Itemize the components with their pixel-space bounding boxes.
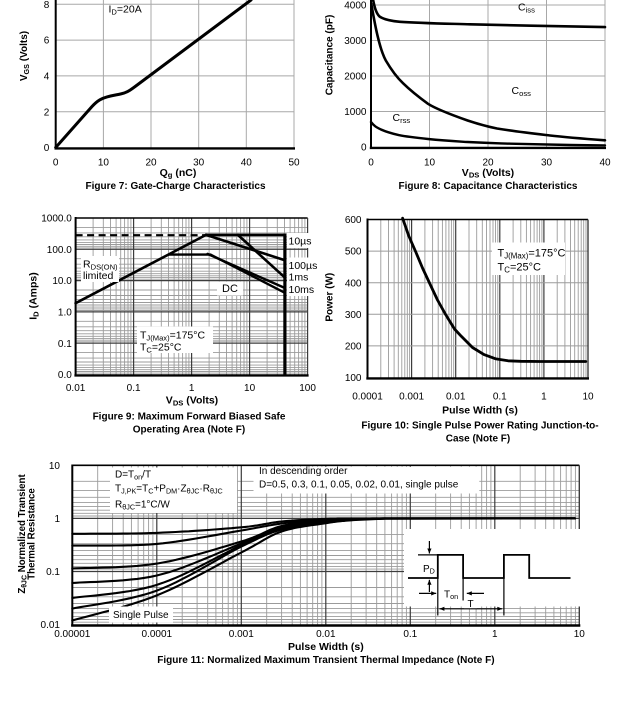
svg-text:0.1: 0.1 (493, 392, 507, 403)
svg-text:0.001: 0.001 (229, 629, 254, 640)
svg-text:VDS (Volts): VDS (Volts) (166, 395, 218, 408)
svg-text:0.01: 0.01 (41, 620, 61, 631)
svg-text:10µs: 10µs (289, 235, 312, 247)
svg-text:100: 100 (345, 373, 362, 384)
svg-text:40: 40 (599, 158, 611, 169)
svg-text:0: 0 (361, 143, 367, 154)
svg-text:4000: 4000 (344, 1, 367, 12)
svg-text:0: 0 (368, 158, 374, 169)
svg-text:10: 10 (98, 158, 110, 169)
svg-text:300: 300 (345, 310, 362, 321)
svg-text:In descending order: In descending order (259, 466, 348, 477)
svg-text:Case (Note F): Case (Note F) (446, 434, 510, 445)
svg-text:DC: DC (222, 283, 238, 295)
svg-text:0.1: 0.1 (46, 567, 60, 578)
svg-text:Figure 9: Maximum Forward Bias: Figure 9: Maximum Forward Biased Safe (93, 412, 286, 423)
svg-text:Coss: Coss (512, 85, 532, 98)
svg-text:0.01: 0.01 (66, 383, 86, 394)
svg-text:TJ(Max)=175°C: TJ(Max)=175°C (498, 248, 566, 261)
svg-text:50: 50 (288, 158, 300, 169)
svg-text:10: 10 (424, 158, 436, 169)
svg-text:100µs: 100µs (289, 260, 318, 272)
svg-text:500: 500 (345, 247, 362, 258)
svg-text:600: 600 (345, 215, 362, 226)
svg-text:RDS(ON): RDS(ON) (83, 259, 118, 272)
svg-text:0.1: 0.1 (58, 339, 72, 350)
svg-text:TC=25°C: TC=25°C (498, 262, 541, 275)
svg-text:400: 400 (345, 278, 362, 289)
svg-text:Single Pulse: Single Pulse (113, 610, 169, 621)
svg-text:10: 10 (582, 392, 594, 403)
svg-text:Operating Area (Note F): Operating Area (Note F) (133, 425, 245, 436)
svg-text:1000: 1000 (344, 107, 367, 118)
svg-text:0.001: 0.001 (399, 392, 424, 403)
svg-text:Ton: Ton (444, 589, 458, 601)
svg-text:0: 0 (44, 143, 50, 154)
svg-text:0.01: 0.01 (316, 629, 336, 640)
svg-text:T: T (468, 599, 474, 610)
svg-text:Pulse Width (s): Pulse Width (s) (288, 641, 364, 653)
svg-text:10.0: 10.0 (52, 276, 72, 287)
svg-text:D=0.5, 0.3, 0.1, 0.05, 0.02, 0: D=0.5, 0.3, 0.1, 0.05, 0.02, 0.01, singl… (259, 479, 459, 490)
svg-text:ID=20A: ID=20A (109, 4, 142, 17)
svg-text:RθJC=1°C/W: RθJC=1°C/W (115, 500, 170, 512)
svg-text:40: 40 (241, 158, 253, 169)
svg-text:10: 10 (244, 383, 256, 394)
svg-text:Crss: Crss (393, 112, 411, 125)
svg-text:2: 2 (44, 107, 50, 118)
svg-text:TC=25°C: TC=25°C (140, 342, 182, 355)
svg-text:2000: 2000 (344, 72, 367, 83)
svg-text:Qg (nC): Qg (nC) (160, 167, 197, 180)
svg-text:0.1: 0.1 (127, 383, 141, 394)
svg-text:0.0: 0.0 (58, 370, 72, 381)
svg-text:10: 10 (49, 461, 61, 472)
svg-text:ID (Amps): ID (Amps) (28, 272, 41, 320)
svg-text:Figure 7: Gate-Charge Characte: Figure 7: Gate-Charge Characteristics (85, 181, 265, 192)
svg-text:VGS (Volts): VGS (Volts) (19, 31, 31, 81)
svg-text:Figure 11: Normalized Maximum: Figure 11: Normalized Maximum Transient … (157, 655, 494, 666)
svg-text:1: 1 (541, 392, 547, 403)
svg-text:0.1: 0.1 (403, 629, 417, 640)
svg-text:TJ,PK=TC+PDM·ZθJC·RθJC: TJ,PK=TC+PDM·ZθJC·RθJC (115, 484, 223, 496)
svg-text:10ms: 10ms (289, 284, 315, 296)
svg-text:10: 10 (574, 629, 586, 640)
svg-text:200: 200 (345, 342, 362, 353)
svg-text:1000.0: 1000.0 (41, 214, 72, 225)
svg-text:1: 1 (189, 383, 195, 394)
svg-text:Figure 8: Capacitance Characte: Figure 8: Capacitance Characteristics (399, 181, 578, 192)
svg-text:0: 0 (53, 158, 59, 169)
svg-text:20: 20 (482, 158, 494, 169)
svg-text:Power (W): Power (W) (325, 273, 336, 322)
svg-text:100: 100 (299, 383, 316, 394)
svg-text:D=Ton/T: D=Ton/T (115, 470, 151, 482)
svg-text:Figure 10: Single Pulse Power: Figure 10: Single Pulse Power Rating Jun… (361, 421, 598, 432)
svg-text:3000: 3000 (344, 36, 367, 47)
svg-text:30: 30 (193, 158, 205, 169)
svg-text:20: 20 (145, 158, 157, 169)
svg-text:Thermal Resistance: Thermal Resistance (27, 488, 38, 580)
svg-text:4: 4 (44, 72, 50, 83)
svg-text:0.00001: 0.00001 (54, 629, 91, 640)
svg-text:1ms: 1ms (289, 272, 309, 284)
svg-text:1: 1 (492, 629, 498, 640)
svg-text:8: 8 (44, 0, 50, 11)
svg-text:30: 30 (541, 158, 553, 169)
svg-text:TJ(Max)=175°C: TJ(Max)=175°C (140, 330, 205, 343)
svg-text:PD: PD (423, 564, 435, 576)
svg-text:Ciss: Ciss (518, 2, 535, 15)
svg-text:limited: limited (83, 270, 114, 282)
svg-text:Pulse Width (s): Pulse Width (s) (442, 405, 518, 417)
svg-text:6: 6 (44, 36, 50, 47)
svg-text:100.0: 100.0 (47, 245, 72, 256)
svg-text:1.0: 1.0 (58, 308, 72, 319)
svg-text:0.0001: 0.0001 (352, 392, 383, 403)
svg-text:0.0001: 0.0001 (142, 629, 173, 640)
svg-text:VDS (Volts): VDS (Volts) (462, 167, 514, 180)
svg-text:ZθJC Normalized Transient: ZθJC Normalized Transient (17, 474, 29, 594)
svg-text:1: 1 (54, 514, 60, 525)
svg-text:0.01: 0.01 (446, 392, 466, 403)
svg-text:Capacitance (pF): Capacitance (pF) (325, 15, 336, 96)
